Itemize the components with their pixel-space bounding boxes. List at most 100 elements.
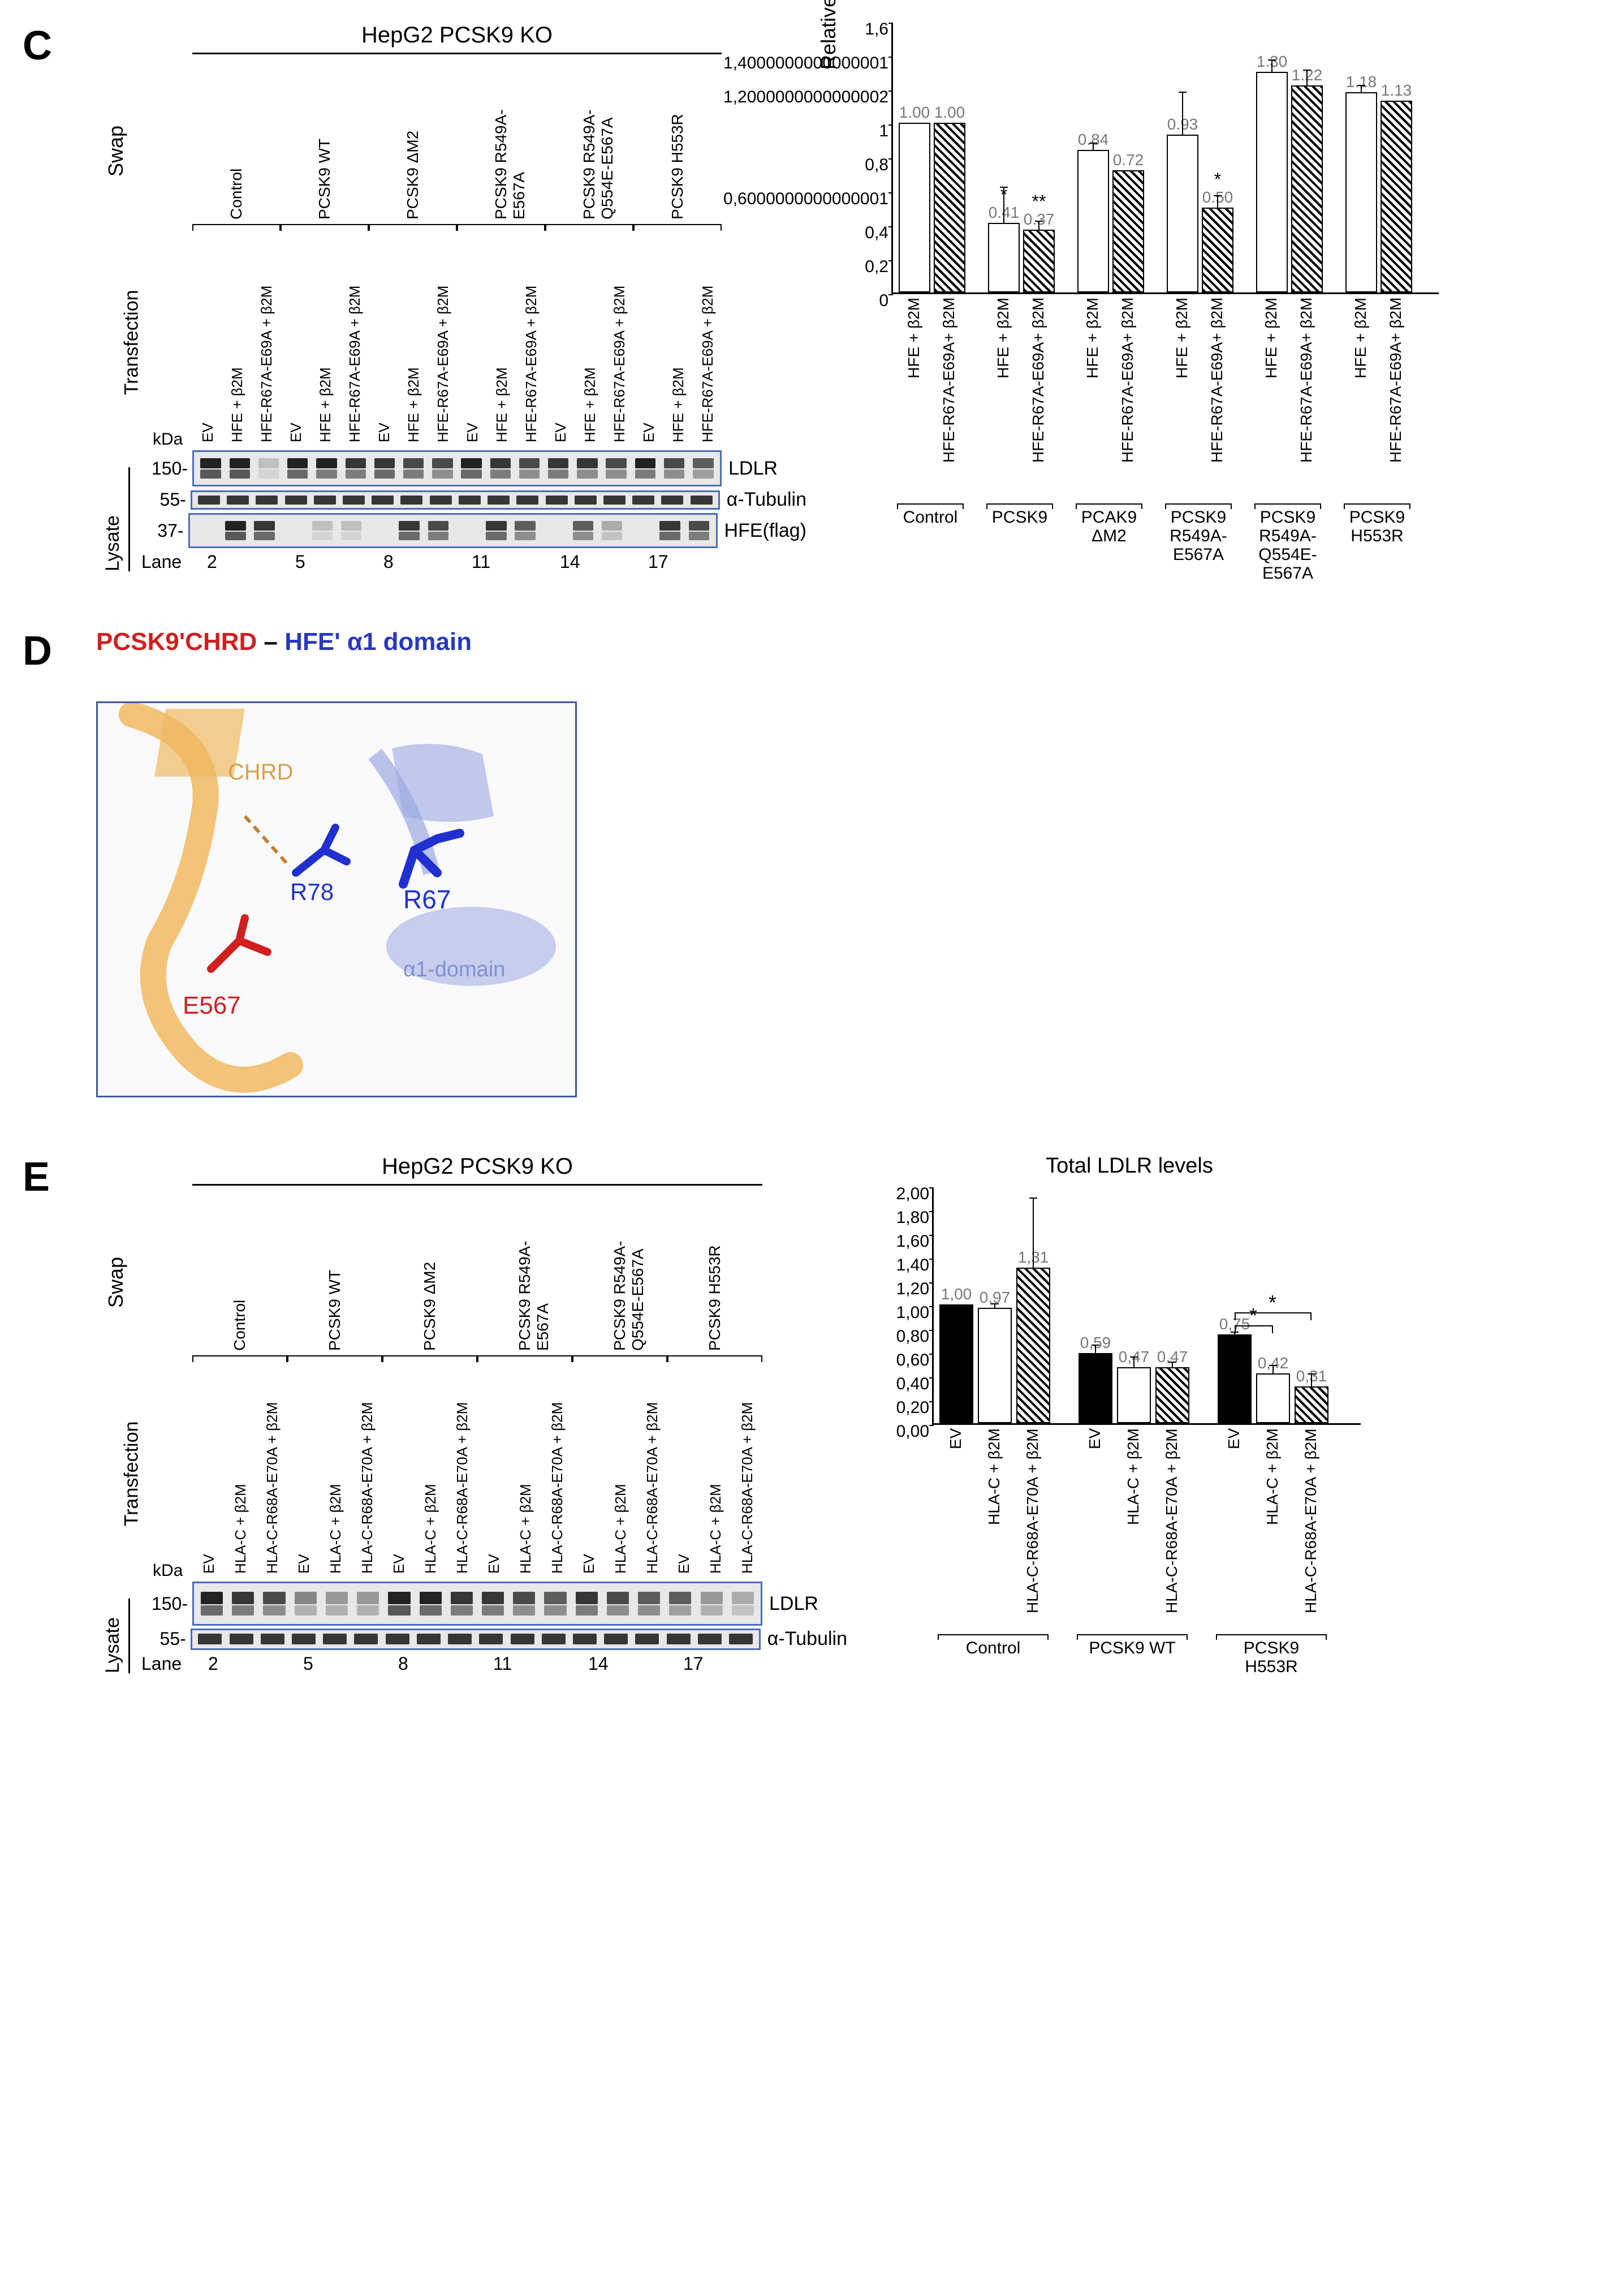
blot-lane [482, 518, 511, 543]
ytick-label: 1,20 [896, 1280, 934, 1299]
bar-value-label: 1.00 [899, 104, 930, 122]
blot-lane [366, 518, 395, 543]
chart-bar: 0.93 [1167, 135, 1198, 292]
blot-lane [250, 518, 279, 543]
structure-label: R67 [403, 884, 451, 915]
ytick-label: 1 [879, 122, 893, 141]
blot-lane [415, 1587, 446, 1621]
blot-lane [655, 518, 684, 543]
blot-lane [321, 1587, 352, 1621]
chart-title: Total LDLR levels [881, 1154, 1378, 1178]
swap-group [287, 1355, 382, 1356]
blot-row: 150-LDLR [149, 1582, 847, 1626]
blot-lane [382, 1634, 413, 1645]
blot-lane [426, 496, 455, 505]
blot-strip [188, 513, 718, 548]
transfection-lane-label: EV [464, 264, 481, 445]
blot-lane [568, 518, 597, 543]
transfection-lane-label: HLA-C + β2M [327, 1395, 344, 1576]
ytick-label: 0,00 [896, 1422, 934, 1441]
ytick-label: 0,40 [896, 1375, 934, 1394]
bar-xlabel: HFE-R67A-E69A+ β2M [1387, 298, 1405, 490]
chart-bar: 0,59 [1079, 1353, 1112, 1423]
blot-lane [684, 518, 713, 543]
chart-bar: 0.84 [1077, 150, 1109, 292]
significance-marker: * [1214, 169, 1221, 190]
ytick-label: 1,80 [896, 1208, 934, 1227]
transfection-lane-label: EV [287, 264, 305, 445]
transfection-lane-label: HLA-C-R68A-E70A + β2M [359, 1395, 376, 1576]
ytick-label: 1,2000000000000002 [723, 88, 893, 107]
blot-lane [288, 1634, 319, 1645]
chart-bar: 1.18 [1345, 92, 1377, 292]
antibody-label: HFE(flag) [718, 520, 806, 542]
bar-xlabel: HFE-R67A-E69A+ β2M [1297, 298, 1315, 490]
blot-lane [725, 1634, 756, 1645]
transfection-lane-label: HFE + β2M [493, 264, 511, 445]
blot-lane [370, 455, 399, 481]
blot-lane [544, 455, 573, 481]
blot-lane [627, 518, 655, 543]
blot-lane [484, 496, 513, 505]
blot-lane [663, 1634, 694, 1645]
chart-group-label: PCSK9 WT [1077, 1634, 1188, 1657]
bar-value-label: 0.72 [1113, 151, 1144, 169]
transfection-lane-label: HLA-C-R68A-E70A + β2M [739, 1395, 756, 1576]
blot-lane [351, 1634, 382, 1645]
lane-number: 14 [572, 1653, 667, 1674]
blot-lane [397, 496, 426, 505]
swap-group [281, 224, 369, 225]
mw-label: 37- [149, 520, 188, 541]
blot-row: 37- HFE(flag) [149, 513, 806, 548]
chart-group-label: PCSK9 H553R [1216, 1634, 1327, 1676]
blot-lane [515, 455, 543, 481]
transfection-lane-label: EV [552, 264, 570, 445]
lane-number: 17 [633, 552, 722, 572]
blot-lane [446, 1587, 477, 1621]
chart-bar: 0.50* [1202, 208, 1233, 292]
blot-lane [513, 496, 542, 505]
blot-lane [226, 1634, 257, 1645]
blot-lane [310, 496, 339, 505]
transfection-lane-label: HLA-C + β2M [232, 1395, 249, 1576]
significance-star: * [1249, 1304, 1257, 1328]
blot-lane [320, 1634, 351, 1645]
chart-group-label: PCSK9 R549A- Q554E- E567A [1254, 503, 1321, 583]
blot-lane [383, 1587, 415, 1621]
transfection-lane-label: EV [199, 264, 217, 445]
transfection-lane-label: HFE-R67A-E69A + β2M [523, 264, 540, 445]
panel-letter: E [23, 1154, 50, 1200]
lane-number: 2 [192, 552, 281, 572]
bar-xlabel: HLA-C + β2M [1124, 1428, 1142, 1621]
lane-number: 8 [382, 1653, 477, 1674]
significance-marker: * [1000, 184, 1007, 205]
transfection-lane-label: HLA-C-R68A-E70A + β2M [549, 1395, 566, 1576]
transfection-lane-label: EV [675, 1395, 693, 1576]
blot-row: 150-LDLR [149, 450, 806, 486]
chart-group-label: PCSK9 H553R [1344, 503, 1410, 545]
lane-number: 2 [192, 1653, 287, 1674]
significance-star: * [1269, 1291, 1276, 1315]
chart-plot-area: 00,20,40,60000000000000010,811,200000000… [891, 23, 1439, 294]
chart-bar: 0.72 [1112, 170, 1144, 292]
swap-group-label: PCSK9 WT [316, 75, 334, 222]
bar-xlabel: EV [1086, 1428, 1104, 1621]
blot-lane [258, 1587, 290, 1621]
chart-bar: 0,31 [1295, 1386, 1328, 1423]
chart-bar: 0,47 [1117, 1367, 1151, 1423]
ytick-label: 1,00 [896, 1303, 934, 1323]
blot-lane [602, 455, 631, 481]
transfection-lane-label: HFE + β2M [670, 264, 687, 445]
blot-lane [689, 455, 718, 481]
blot-lane [569, 1634, 600, 1645]
blot-lane [399, 455, 428, 481]
bar-xlabel: EV [947, 1428, 965, 1621]
swap-group-label: PCSK9 H553R [668, 75, 687, 222]
blot-strip [191, 490, 720, 510]
mw-label: 150- [149, 458, 192, 479]
blot-lane [428, 455, 457, 481]
blot-lane [281, 496, 310, 505]
bar-chart: Relative HFE levels00,20,40,600000000000… [840, 23, 1456, 583]
blot-title: HepG2 PCSK9 KO [192, 1154, 762, 1179]
blot-lane [571, 1587, 602, 1621]
